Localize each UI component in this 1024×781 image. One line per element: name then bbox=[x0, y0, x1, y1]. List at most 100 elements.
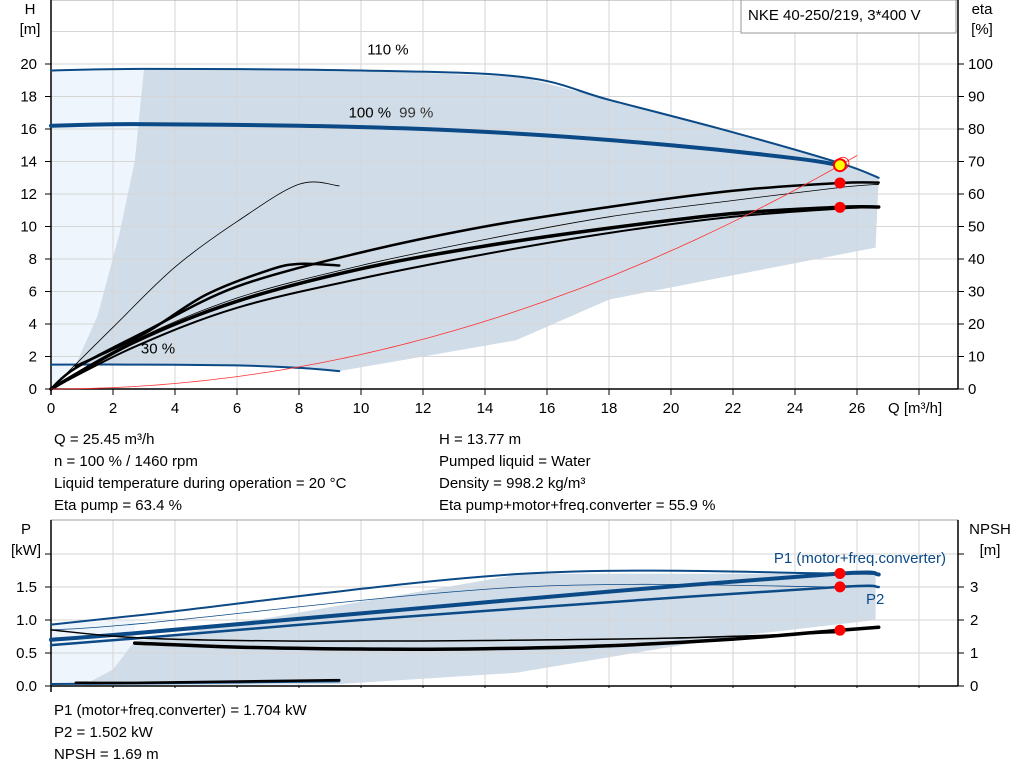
info-density: Density = 998.2 kg/m³ bbox=[439, 475, 586, 492]
y-left-tick-label: 12 bbox=[20, 186, 37, 203]
info-top-left: Q = 25.45 m³/h n = 100 % / 1460 rpm Liqu… bbox=[54, 429, 346, 517]
bottom-npsh-curve-6 bbox=[132, 625, 881, 651]
y-left-tick-label: 2 bbox=[29, 349, 37, 366]
y-left-tick-label: 20 bbox=[20, 56, 37, 73]
top-eta-curve-7 bbox=[49, 204, 881, 391]
y-right-axis-unit: [%] bbox=[971, 21, 993, 38]
y-right-tick-label: 50 bbox=[968, 219, 985, 236]
info-p1: P1 (motor+freq.converter) = 1.704 kW bbox=[54, 702, 307, 719]
top-eta-curve-3 bbox=[50, 181, 340, 390]
bottom-operating-point-0 bbox=[834, 568, 846, 580]
curve-label: 30 % bbox=[141, 340, 175, 357]
npsh-axis-label: NPSH bbox=[969, 521, 1011, 538]
bottom-power-curve-1 bbox=[50, 583, 841, 631]
x-tick-label: 10 bbox=[353, 400, 370, 417]
top-eta-curve-6 bbox=[50, 183, 880, 390]
npsh-tick-label: 0 bbox=[970, 678, 978, 695]
curve-label: 99 % bbox=[399, 105, 433, 122]
npsh-tick-label: 1 bbox=[970, 645, 978, 662]
bottom-operating-point-2 bbox=[834, 624, 846, 636]
x-tick-label: 26 bbox=[849, 400, 866, 417]
x-tick-label: 20 bbox=[663, 400, 680, 417]
title-box bbox=[740, 0, 957, 34]
x-tick-label: 0 bbox=[47, 400, 55, 417]
chart-title: NKE 40-250/219, 3*400 V bbox=[748, 7, 921, 24]
bottom-power-curve-2 bbox=[49, 570, 881, 642]
p2-curve-label: P2 bbox=[866, 591, 884, 608]
y-right-tick-label: 30 bbox=[968, 284, 985, 301]
y-right-tick-label: 100 bbox=[968, 56, 993, 73]
x-tick-label: 24 bbox=[787, 400, 804, 417]
bottom-operating-point-1 bbox=[834, 581, 846, 593]
npsh-tick-label: 3 bbox=[970, 579, 978, 596]
info-temperature: Liquid temperature during operation = 20… bbox=[54, 475, 347, 492]
y-right-tick-label: 0 bbox=[968, 381, 976, 398]
y-right-tick-label: 90 bbox=[968, 89, 985, 106]
top-area-light bbox=[51, 68, 144, 390]
top-head-curve-1 bbox=[49, 122, 842, 168]
y-left-tick-label: 14 bbox=[20, 154, 37, 171]
top-operating-area bbox=[75, 68, 879, 372]
y-left-tick-label: 18 bbox=[20, 89, 37, 106]
bottom-operating-area bbox=[82, 573, 876, 686]
y-left-tick-label: 10 bbox=[20, 219, 37, 236]
x-axis-label: Q [m³/h] bbox=[888, 400, 942, 417]
top-eta-curve-8 bbox=[50, 206, 880, 390]
top-operating-point-1 bbox=[834, 177, 846, 189]
x-tick-label: 22 bbox=[725, 400, 742, 417]
info-npsh: NPSH = 1.69 m bbox=[54, 746, 159, 763]
top-head-curve-0 bbox=[50, 67, 880, 179]
y-right-tick-label: 60 bbox=[968, 186, 985, 203]
y-left-tick-label: 6 bbox=[29, 284, 37, 301]
x-tick-label: 6 bbox=[233, 400, 241, 417]
p-tick-label: 1.5 bbox=[16, 579, 37, 596]
x-tick-label: 8 bbox=[295, 400, 303, 417]
y-right-tick-label: 70 bbox=[968, 154, 985, 171]
bottom-npsh-curve-5 bbox=[50, 629, 841, 642]
curve-label: 100 % bbox=[349, 105, 392, 122]
top-duty-point bbox=[832, 158, 847, 173]
p-tick-label: 0.5 bbox=[16, 645, 37, 662]
y-right-tick-label: 80 bbox=[968, 121, 985, 138]
x-tick-label: 14 bbox=[477, 400, 494, 417]
top-operating-point-2 bbox=[834, 201, 846, 213]
info-head: H = 13.77 m bbox=[439, 431, 522, 448]
info-liquid: Pumped liquid = Water bbox=[439, 453, 591, 470]
x-tick-label: 12 bbox=[415, 400, 432, 417]
info-eta-pump: Eta pump = 63.4 % bbox=[54, 497, 182, 514]
y-right-tick-label: 20 bbox=[968, 316, 985, 333]
y-left-axis-unit: [m] bbox=[20, 21, 41, 38]
top-eta-curve-4 bbox=[74, 262, 341, 368]
bottom-power-curve-3 bbox=[49, 584, 880, 647]
y-right-tick-label: 10 bbox=[968, 349, 985, 366]
npsh-tick-label: 2 bbox=[970, 612, 978, 629]
npsh-axis-unit: [m] bbox=[980, 542, 1001, 559]
top-system-curve-9 bbox=[50, 155, 858, 390]
curve-label: 110 % bbox=[367, 41, 408, 58]
x-tick-label: 4 bbox=[171, 400, 179, 417]
top-head-curve-2 bbox=[50, 363, 341, 373]
info-top-right: H = 13.77 m Pumped liquid = Water Densit… bbox=[439, 429, 715, 517]
info-bottom: P1 (motor+freq.converter) = 1.704 kW P2 … bbox=[54, 700, 307, 766]
info-flow: Q = 25.45 m³/h bbox=[54, 431, 155, 448]
y-left-tick-label: 8 bbox=[29, 251, 37, 268]
y-left-tick-label: 16 bbox=[20, 121, 37, 138]
bottom-npsh-curve-7 bbox=[74, 678, 341, 685]
info-p2: P2 = 1.502 kW bbox=[54, 724, 153, 741]
x-tick-label: 2 bbox=[109, 400, 117, 417]
info-eta-total: Eta pump+motor+freq.converter = 55.9 % bbox=[439, 497, 716, 514]
y-left-tick-label: 4 bbox=[29, 316, 37, 333]
p-axis-unit: [kW] bbox=[11, 542, 41, 559]
top-eta-curve-5 bbox=[49, 181, 880, 391]
p-tick-label: 0.0 bbox=[16, 678, 37, 695]
info-speed: n = 100 % / 1460 rpm bbox=[54, 453, 198, 470]
x-tick-label: 16 bbox=[539, 400, 556, 417]
y-left-tick-label: 0 bbox=[29, 381, 37, 398]
p1-curve-label: P1 (motor+freq.converter) bbox=[774, 550, 946, 567]
p-tick-label: 1.0 bbox=[16, 612, 37, 629]
y-right-axis-label: eta bbox=[972, 1, 994, 18]
p-axis-label: P bbox=[21, 521, 31, 538]
y-right-tick-label: 40 bbox=[968, 251, 985, 268]
y-left-axis-label: H bbox=[25, 1, 36, 18]
